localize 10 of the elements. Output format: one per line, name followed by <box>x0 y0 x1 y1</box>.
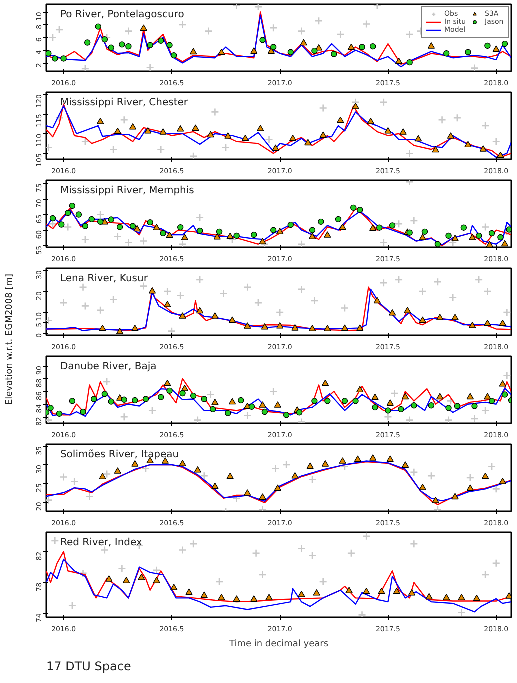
text: Mississippi River, Memphis <box>60 186 194 196</box>
text: Solimões River, Itapeau <box>60 450 180 460</box>
text: Po River, Pontelagoscuro <box>60 10 184 20</box>
text: Mississippi River, Chester <box>60 98 189 108</box>
x-axis-title: Time in decimal years <box>228 640 329 650</box>
text: Red River, Index <box>60 538 143 548</box>
text: 17 DTU Space <box>46 660 132 674</box>
text: Lena River, Kusur <box>60 274 149 284</box>
text: Danube River, Baja <box>60 362 157 372</box>
y-axis-title: Elevation w.r.t. EGM2008 [m] <box>5 274 16 406</box>
